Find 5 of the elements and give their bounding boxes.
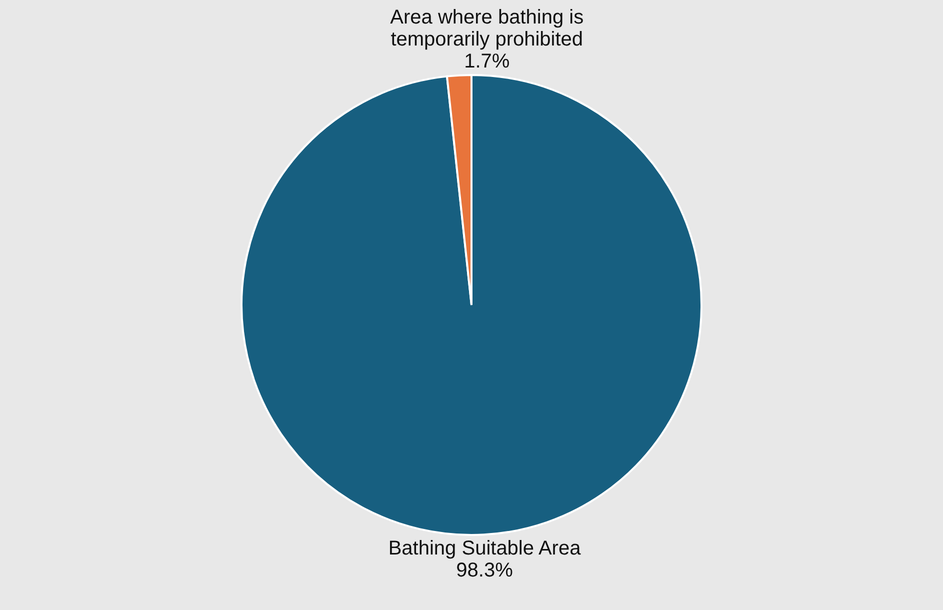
data-label: 98.3% — [456, 560, 514, 582]
data-label: 1.7% — [464, 50, 510, 72]
pie-slice — [240, 74, 702, 536]
slice-label: Area where bathing is temporarily prohibited — [390, 6, 584, 50]
slice-label: Bathing Suitable Area — [388, 538, 582, 560]
